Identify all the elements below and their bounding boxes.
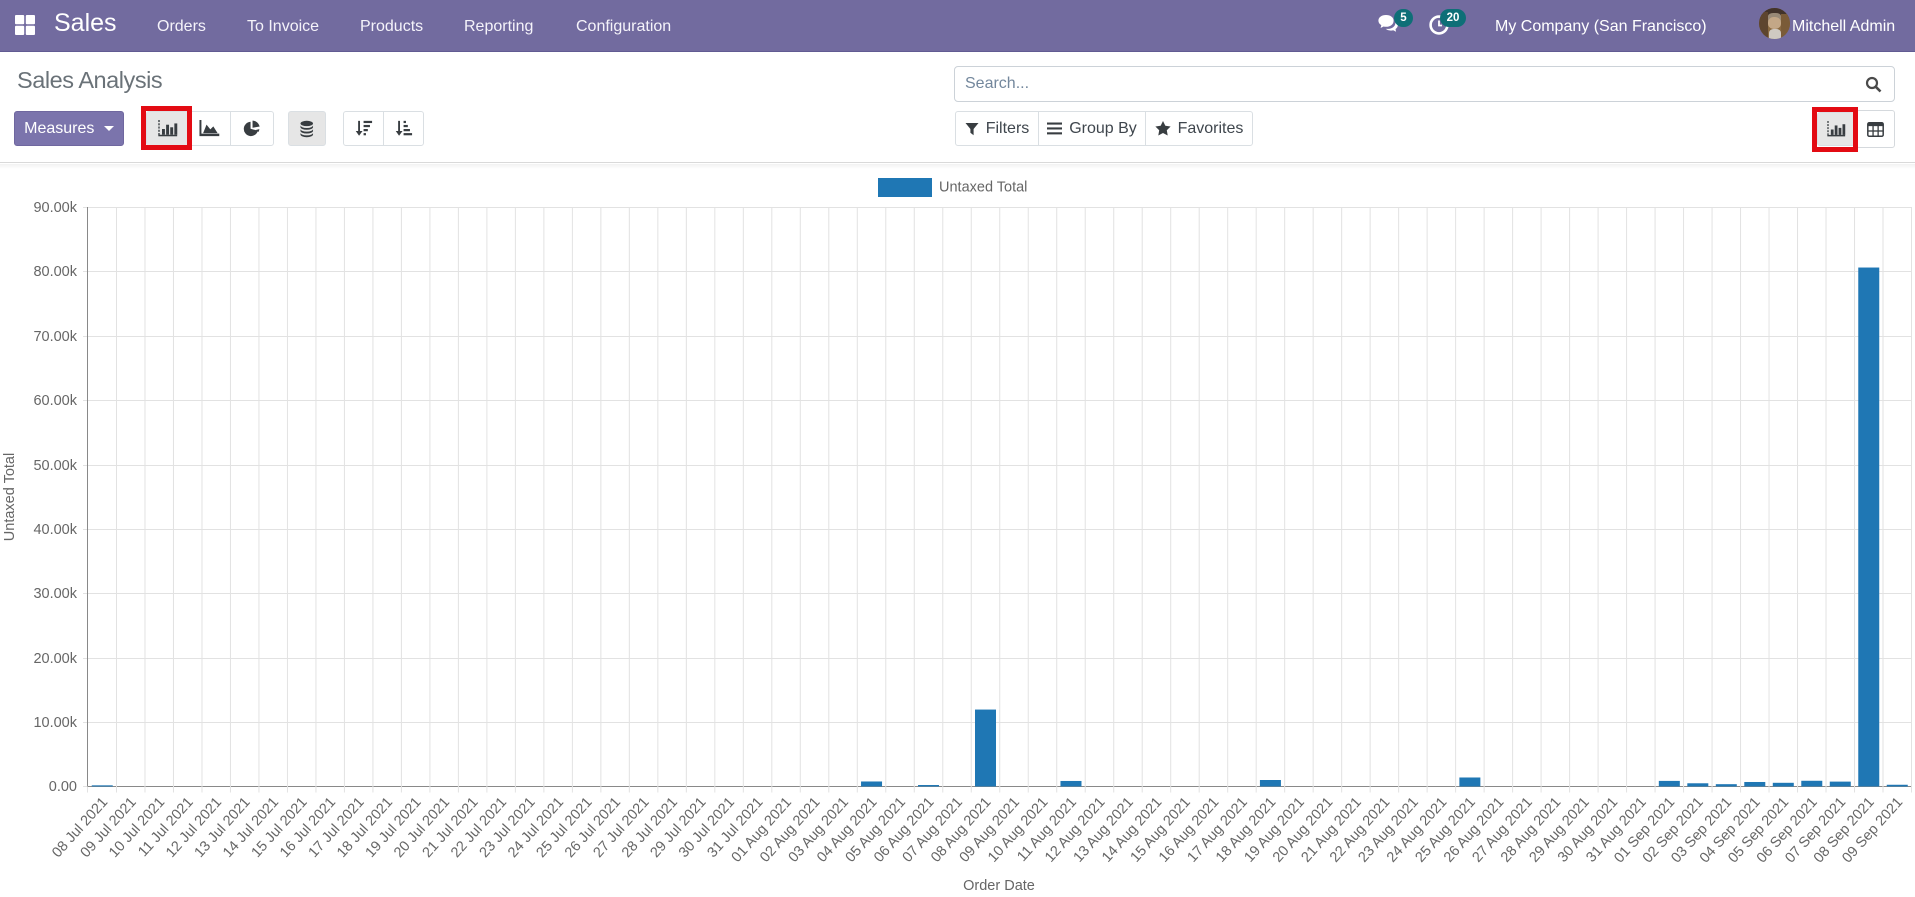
svg-text:50.00k: 50.00k <box>33 458 77 474</box>
svg-text:20.00k: 20.00k <box>33 651 77 667</box>
svg-text:60.00k: 60.00k <box>33 393 77 409</box>
svg-text:40.00k: 40.00k <box>33 522 77 538</box>
svg-text:Untaxed Total: Untaxed Total <box>2 453 18 541</box>
svg-text:80.00k: 80.00k <box>33 264 77 280</box>
svg-text:Order Date: Order Date <box>963 878 1035 894</box>
svg-text:10.00k: 10.00k <box>33 715 77 731</box>
svg-text:Untaxed Total: Untaxed Total <box>939 180 1027 196</box>
svg-text:0.00: 0.00 <box>49 779 77 795</box>
svg-text:30.00k: 30.00k <box>33 586 77 602</box>
svg-text:90.00k: 90.00k <box>33 200 77 216</box>
svg-text:70.00k: 70.00k <box>33 329 77 345</box>
